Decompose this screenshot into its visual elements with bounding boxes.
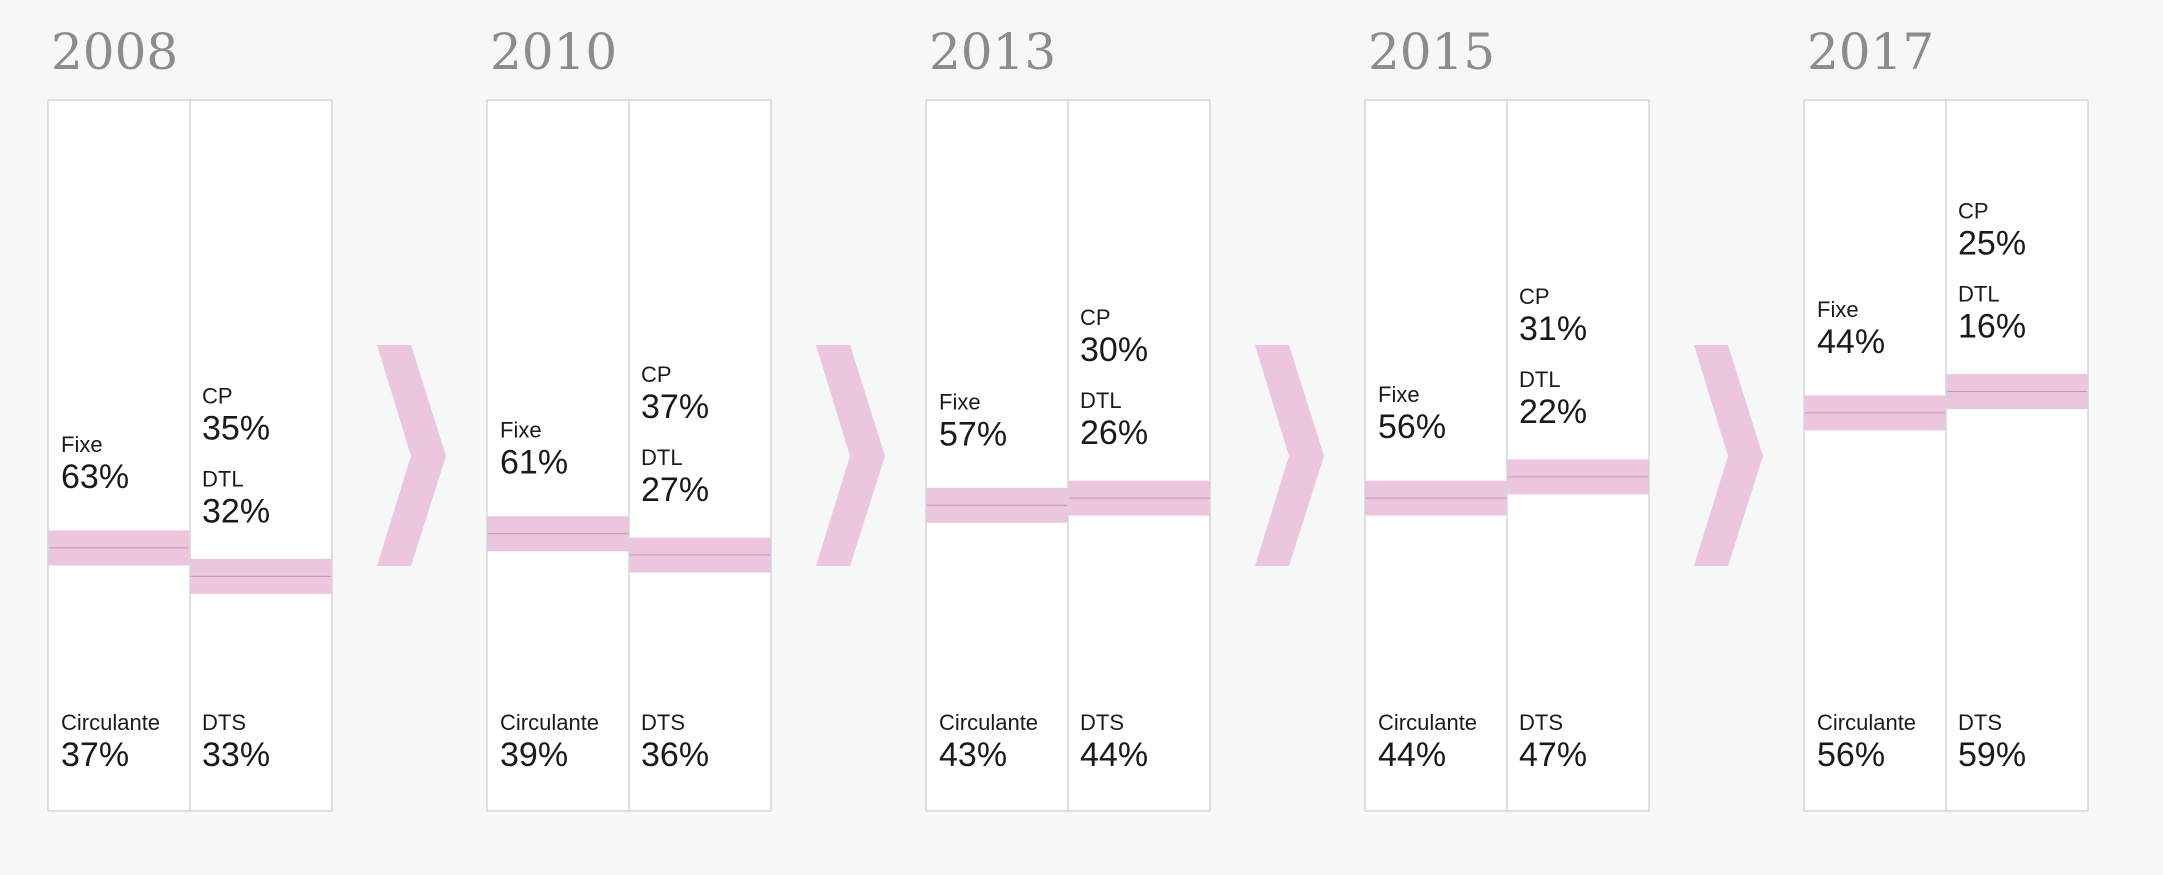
circulante-label-2015: Circulante <box>1378 710 1477 735</box>
liabilities-panel-2013 <box>1068 100 1210 811</box>
cp-label-2017: CP <box>1958 199 1989 224</box>
cp-label-2015: CP <box>1519 284 1550 309</box>
dts-label-2013: DTS <box>1080 710 1124 735</box>
fixe-label-2015: Fixe <box>1378 382 1420 407</box>
fixe-value-2008: 63% <box>61 458 129 496</box>
liabilities-panel-2008 <box>190 100 332 811</box>
dts-value-2015: 47% <box>1519 736 1587 774</box>
chevron-right-icon-1 <box>377 345 446 566</box>
circulante-value-2010: 39% <box>500 736 568 774</box>
circulante-label-2010: Circulante <box>500 710 599 735</box>
chevron-right-icon-4 <box>1694 345 1763 566</box>
fixe-label-2010: Fixe <box>500 418 542 443</box>
liabilities-panel-2017 <box>1946 100 2088 811</box>
circulante-label-2008: Circulante <box>61 710 160 735</box>
dtl-value-2015: 22% <box>1519 393 1587 431</box>
dts-label-2017: DTS <box>1958 710 2002 735</box>
circulante-label-2017: Circulante <box>1817 710 1916 735</box>
assets-panel-2017 <box>1804 100 1946 811</box>
dtl-label-2017: DTL <box>1958 282 2000 307</box>
dtl-value-2013: 26% <box>1080 414 1148 452</box>
assets-panel-2013 <box>926 100 1068 811</box>
dtl-label-2013: DTL <box>1080 388 1122 413</box>
fixe-value-2013: 57% <box>939 415 1007 453</box>
dts-label-2010: DTS <box>641 710 685 735</box>
circulante-label-2013: Circulante <box>939 710 1038 735</box>
dts-value-2017: 59% <box>1958 736 2026 774</box>
dtl-label-2008: DTL <box>202 466 244 491</box>
fixe-value-2017: 44% <box>1817 323 1885 361</box>
fixe-value-2010: 61% <box>500 444 568 482</box>
year-label-2010: 2010 <box>490 23 617 81</box>
fixe-label-2017: Fixe <box>1817 297 1859 322</box>
dts-label-2015: DTS <box>1519 710 1563 735</box>
fixe-value-2015: 56% <box>1378 408 1446 446</box>
dtl-value-2010: 27% <box>641 471 709 509</box>
liabilities-panel-2015 <box>1507 100 1649 811</box>
cp-value-2013: 30% <box>1080 331 1148 369</box>
dts-value-2008: 33% <box>202 736 270 774</box>
circulante-value-2017: 56% <box>1817 736 1885 774</box>
cp-label-2010: CP <box>641 362 672 387</box>
assets-panel-2008 <box>48 100 190 811</box>
dts-label-2008: DTS <box>202 710 246 735</box>
chevron-right-icon-3 <box>1255 345 1324 566</box>
cp-label-2008: CP <box>202 383 233 408</box>
dtl-value-2008: 32% <box>202 492 270 530</box>
year-label-2017: 2017 <box>1807 23 1934 81</box>
year-label-2015: 2015 <box>1368 23 1495 81</box>
cp-value-2008: 35% <box>202 409 270 447</box>
circulante-value-2015: 44% <box>1378 736 1446 774</box>
dts-value-2013: 44% <box>1080 736 1148 774</box>
cp-value-2015: 31% <box>1519 310 1587 348</box>
dts-value-2010: 36% <box>641 736 709 774</box>
dtl-label-2010: DTL <box>641 445 683 470</box>
fixe-label-2013: Fixe <box>939 389 981 414</box>
circulante-value-2013: 43% <box>939 736 1007 774</box>
cp-label-2013: CP <box>1080 305 1111 330</box>
cp-value-2017: 25% <box>1958 225 2026 263</box>
circulante-value-2008: 37% <box>61 736 129 774</box>
cp-value-2010: 37% <box>641 388 709 426</box>
assets-panel-2015 <box>1365 100 1507 811</box>
fixe-label-2008: Fixe <box>61 432 103 457</box>
chevron-right-icon-2 <box>816 345 885 566</box>
assets-panel-2010 <box>487 100 629 811</box>
liabilities-panel-2010 <box>629 100 771 811</box>
dtl-value-2017: 16% <box>1958 308 2026 346</box>
year-label-2008: 2008 <box>51 23 178 81</box>
year-label-2013: 2013 <box>929 23 1056 81</box>
dtl-label-2015: DTL <box>1519 367 1561 392</box>
